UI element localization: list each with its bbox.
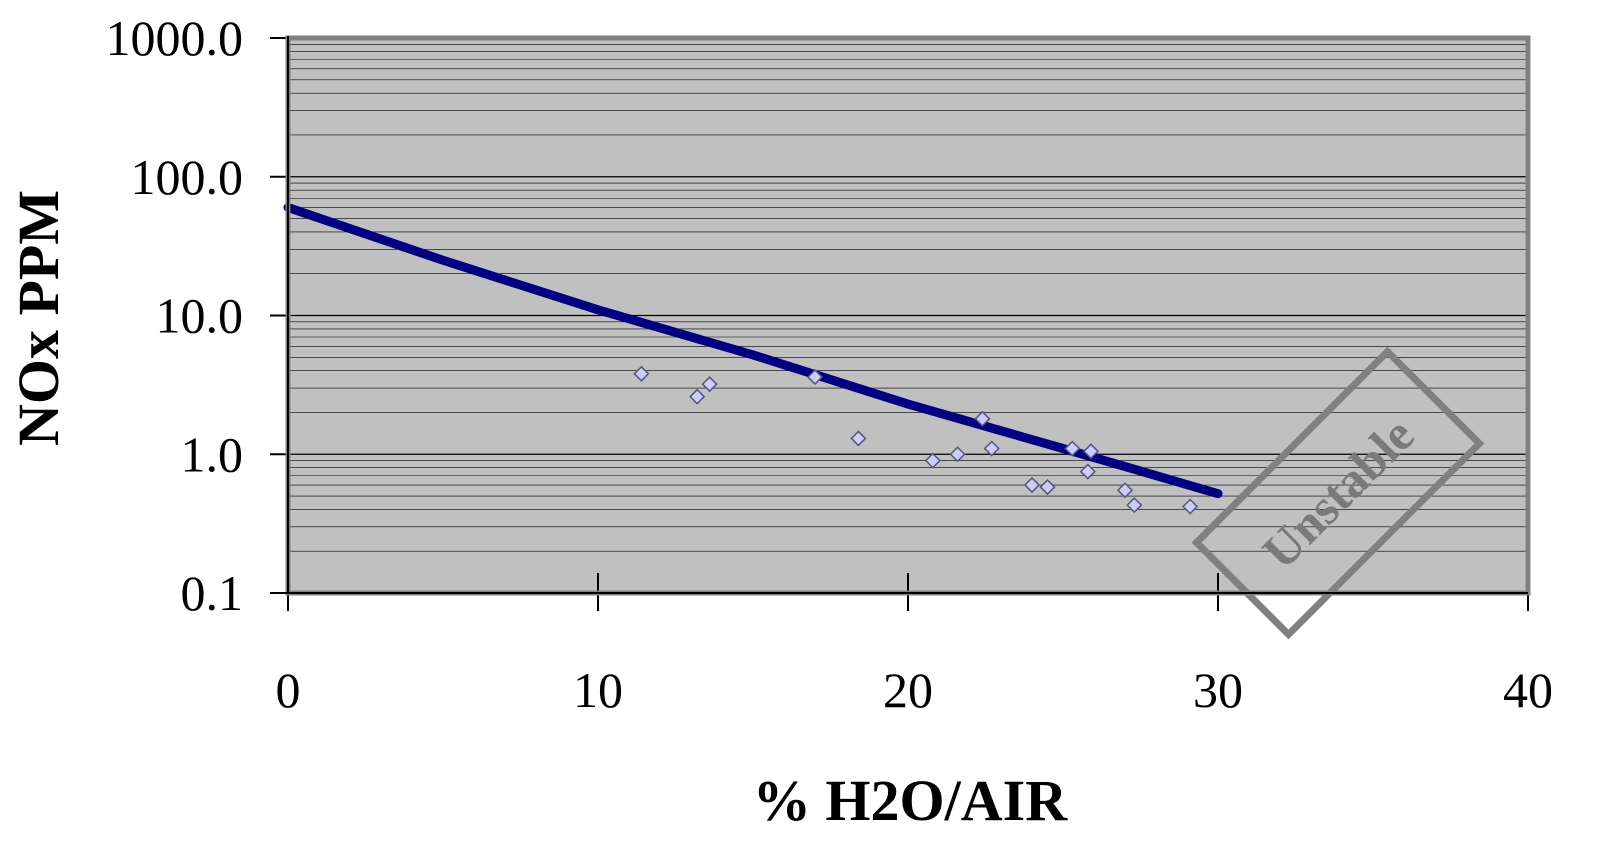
- data-point: [1082, 443, 1099, 460]
- x-tick-label: 30: [1193, 662, 1243, 718]
- data-point: [1023, 476, 1041, 494]
- data-point: [1182, 498, 1199, 515]
- y-tick-label: 10.0: [156, 288, 244, 344]
- y-axis-ticks: 0.1 1.0 10.0 100.0 1000.0: [106, 10, 288, 621]
- data-point: [949, 446, 966, 463]
- x-axis-title: % H2O/AIR: [753, 768, 1068, 833]
- data-point: [689, 388, 706, 405]
- y-axis-title: NOx PPM: [6, 190, 71, 446]
- x-tick-label: 40: [1503, 662, 1553, 718]
- x-tick-label: 0: [276, 662, 301, 718]
- y-tick-label: 1000.0: [106, 10, 244, 66]
- x-axis-ticks: 0 10 20 30 40: [276, 573, 1553, 718]
- data-point: [1126, 497, 1143, 514]
- data-point: [1039, 479, 1056, 496]
- data-point: [701, 376, 718, 393]
- data-point: [633, 365, 650, 382]
- y-tick-label: 100.0: [131, 149, 244, 205]
- data-point: [983, 440, 1000, 457]
- x-tick-label: 10: [573, 662, 623, 718]
- y-tick-label: 1.0: [181, 426, 244, 482]
- data-point: [1116, 482, 1134, 499]
- data-series: [283, 203, 1223, 515]
- x-tick-label: 20: [883, 662, 933, 718]
- data-point: [1079, 463, 1096, 480]
- data-point: [924, 452, 941, 469]
- data-point: [974, 410, 991, 427]
- y-tick-label: 0.1: [181, 565, 244, 621]
- data-point: [850, 430, 867, 447]
- data-point: [1064, 440, 1081, 457]
- unstable-stamp-frame: [1191, 346, 1485, 640]
- data-point: [806, 369, 824, 386]
- grid-lines: [288, 44, 1528, 552]
- trend-line: [283, 203, 1223, 499]
